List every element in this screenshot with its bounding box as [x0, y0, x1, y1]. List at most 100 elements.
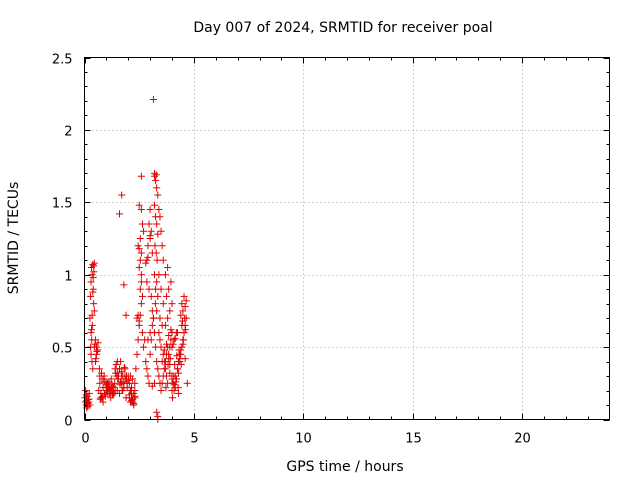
data-point [171, 360, 179, 368]
data-point [177, 346, 185, 354]
data-point [163, 292, 171, 300]
data-point [151, 300, 159, 308]
data-point [144, 372, 152, 380]
data-point [95, 365, 103, 373]
y-axis-label: SRMTID / TECUs [6, 182, 22, 295]
data-point [173, 365, 181, 373]
y-tick-label: 2 [64, 125, 72, 140]
data-point [168, 387, 176, 395]
data-point [91, 340, 99, 348]
data-point [135, 245, 143, 253]
data-point [137, 206, 145, 214]
x-tick-label: 20 [514, 432, 531, 447]
data-point [153, 256, 161, 264]
data-point [97, 394, 105, 402]
data-point [154, 230, 162, 238]
data-point [136, 235, 144, 242]
data-point [179, 336, 187, 344]
data-point [89, 261, 97, 269]
data-point [175, 369, 183, 377]
data-point [137, 249, 145, 257]
data-point [169, 340, 177, 348]
data-point [153, 408, 161, 416]
data-point [103, 379, 111, 387]
data-point [82, 391, 90, 399]
data-point [138, 292, 146, 300]
data-point [168, 394, 176, 402]
y-tick-label: 1.5 [52, 197, 73, 212]
data-point [129, 395, 137, 403]
data-point [120, 378, 128, 386]
data-point [156, 336, 164, 344]
data-point [161, 321, 169, 329]
x-tick-label: 5 [190, 432, 198, 447]
data-point [140, 343, 148, 351]
data-point [157, 343, 165, 351]
data-point [146, 329, 154, 337]
data-point [167, 278, 175, 286]
data-point [173, 352, 181, 360]
data-point [136, 285, 144, 293]
data-point [181, 303, 189, 311]
x-axis-label: GPS time / hours [286, 459, 403, 475]
data-point [144, 253, 152, 261]
data-point [168, 300, 176, 308]
data-point [152, 249, 160, 257]
data-point [155, 329, 163, 337]
data-point [169, 379, 177, 387]
data-point [112, 369, 120, 377]
data-point [165, 285, 173, 293]
data-point [111, 379, 119, 387]
data-point [153, 184, 161, 192]
data-point [85, 395, 93, 403]
data-point [106, 385, 114, 393]
data-point [165, 332, 173, 340]
data-point [142, 358, 150, 366]
data-point [163, 340, 171, 348]
data-point [134, 336, 142, 344]
data-point [91, 358, 99, 366]
data-point [157, 227, 165, 235]
y-tick-label: 0.5 [52, 342, 73, 357]
data-point [101, 389, 109, 397]
data-point [112, 360, 120, 368]
data-point [134, 311, 142, 319]
data-point [113, 358, 121, 366]
data-point [161, 365, 169, 373]
chart-title: Day 007 of 2024, SRMTID for receiver poa… [193, 20, 492, 36]
data-point [140, 227, 148, 235]
y-tick-label: 0 [64, 415, 72, 430]
data-point [88, 311, 96, 319]
data-point [125, 376, 133, 384]
data-point [128, 384, 136, 392]
data-point [138, 220, 146, 228]
y-tick-label: 2.5 [52, 53, 73, 68]
data-point [116, 381, 124, 389]
data-point [143, 278, 151, 286]
data-point [174, 384, 182, 392]
data-point [181, 314, 189, 322]
data-point [178, 321, 186, 329]
data-point [87, 278, 95, 286]
data-point [177, 360, 185, 368]
data-point [177, 311, 185, 319]
data-point [171, 334, 179, 342]
data-point [104, 382, 112, 390]
data-point [146, 350, 154, 358]
data-point [147, 227, 155, 235]
data-point [131, 387, 139, 395]
data-point [167, 326, 175, 334]
data-point [130, 389, 138, 397]
data-point [162, 384, 170, 392]
data-point [181, 355, 189, 363]
data-point [89, 288, 97, 296]
data-point [94, 346, 102, 354]
data-point [178, 300, 186, 308]
data-point [155, 206, 163, 214]
data-point [125, 391, 133, 399]
data-point [156, 314, 164, 322]
data-point [131, 379, 139, 387]
data-point [90, 259, 98, 267]
data-point [137, 271, 145, 279]
